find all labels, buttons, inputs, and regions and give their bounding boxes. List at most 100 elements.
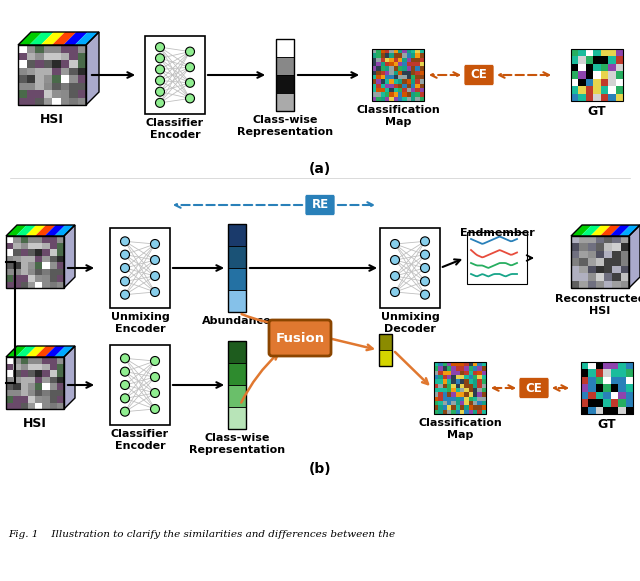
Bar — [420, 66, 424, 71]
Bar — [420, 84, 424, 88]
Bar — [52, 83, 61, 91]
Bar — [601, 56, 609, 64]
Bar — [460, 410, 465, 414]
Bar — [588, 384, 596, 392]
Bar — [438, 362, 443, 367]
Bar — [394, 80, 399, 84]
Bar — [20, 249, 28, 256]
Bar — [415, 75, 420, 80]
Polygon shape — [6, 225, 27, 236]
Text: Classifier
Encoder: Classifier Encoder — [111, 429, 169, 451]
Polygon shape — [86, 32, 99, 105]
Polygon shape — [620, 225, 640, 236]
Bar — [420, 49, 424, 54]
Bar — [77, 90, 86, 98]
Bar — [588, 377, 596, 385]
Bar — [451, 392, 456, 397]
Bar — [6, 268, 13, 275]
Bar — [44, 52, 52, 60]
Polygon shape — [6, 346, 27, 357]
Bar — [465, 388, 469, 393]
Bar — [42, 396, 50, 403]
Text: (a): (a) — [309, 162, 331, 176]
Bar — [376, 96, 381, 102]
Bar — [42, 403, 50, 410]
Bar — [20, 275, 28, 282]
Bar — [26, 67, 35, 76]
Bar — [372, 58, 377, 63]
Bar — [44, 98, 52, 106]
Bar — [571, 49, 623, 101]
Bar — [28, 376, 35, 383]
Bar — [228, 224, 246, 312]
Bar — [398, 62, 403, 67]
Circle shape — [120, 277, 129, 286]
Bar — [394, 66, 399, 71]
Bar — [625, 392, 634, 400]
Bar — [456, 383, 461, 389]
Bar — [35, 268, 43, 275]
Bar — [456, 379, 461, 384]
Bar — [618, 377, 626, 385]
Bar — [389, 88, 394, 93]
Bar — [482, 397, 486, 401]
Bar — [389, 66, 394, 71]
Bar — [438, 371, 443, 375]
Bar — [443, 375, 447, 380]
Bar — [13, 268, 21, 275]
Bar — [228, 341, 246, 363]
Bar — [69, 98, 78, 106]
Bar — [52, 75, 61, 83]
Bar — [477, 367, 482, 371]
Polygon shape — [600, 225, 621, 236]
Bar — [477, 383, 482, 389]
Bar — [42, 383, 50, 390]
Bar — [477, 388, 482, 393]
Bar — [586, 94, 594, 102]
Bar — [20, 370, 28, 377]
Circle shape — [186, 47, 195, 56]
Bar — [389, 84, 394, 88]
Bar — [406, 71, 412, 76]
Bar — [596, 236, 605, 244]
Bar — [13, 282, 21, 289]
Bar — [451, 388, 456, 393]
Bar — [588, 281, 596, 289]
Bar — [57, 282, 65, 289]
Bar — [26, 75, 35, 83]
Bar — [460, 367, 465, 371]
Bar — [35, 357, 43, 364]
Text: (b): (b) — [308, 462, 332, 476]
Bar — [608, 64, 616, 72]
Bar — [385, 84, 390, 88]
Bar — [593, 78, 601, 87]
Bar — [57, 236, 65, 243]
Bar — [376, 49, 381, 54]
Bar — [434, 392, 439, 397]
Bar — [438, 379, 443, 384]
Bar — [596, 362, 604, 370]
Bar — [20, 364, 28, 371]
Bar — [6, 256, 13, 263]
Bar — [28, 403, 35, 410]
Circle shape — [390, 271, 399, 281]
Bar — [447, 410, 452, 414]
Bar — [18, 90, 27, 98]
Bar — [35, 236, 43, 243]
Bar — [581, 362, 633, 414]
Text: GT: GT — [598, 418, 616, 431]
Bar — [18, 52, 27, 60]
Bar — [411, 96, 416, 102]
Polygon shape — [26, 346, 46, 357]
Bar — [381, 71, 385, 76]
Bar — [468, 401, 474, 406]
Bar — [35, 403, 43, 410]
Bar — [372, 92, 377, 97]
Bar — [398, 80, 403, 84]
Bar — [611, 377, 619, 385]
Bar — [608, 49, 616, 57]
Bar — [434, 388, 439, 393]
Bar — [6, 236, 13, 243]
Bar — [276, 39, 294, 111]
Text: GT: GT — [588, 105, 606, 118]
